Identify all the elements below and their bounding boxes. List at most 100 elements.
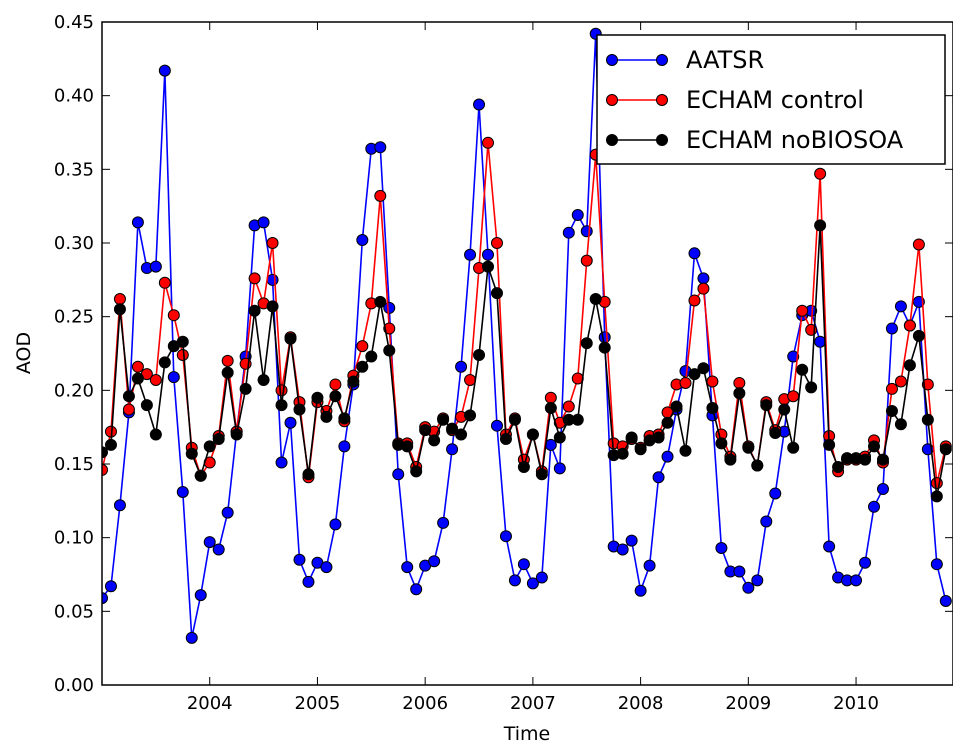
data-point xyxy=(787,350,800,363)
data-point xyxy=(275,456,288,469)
data-point xyxy=(401,561,414,574)
data-point xyxy=(104,580,117,593)
data-point xyxy=(733,565,746,578)
data-point xyxy=(499,432,512,445)
data-point xyxy=(113,292,126,305)
data-point xyxy=(697,282,710,295)
data-point xyxy=(850,574,863,587)
data-point xyxy=(437,516,450,529)
data-point xyxy=(239,382,252,395)
data-point xyxy=(464,374,477,387)
data-point xyxy=(158,276,171,289)
data-point xyxy=(248,272,261,285)
data-point xyxy=(131,360,144,373)
data-point xyxy=(814,167,827,180)
data-point xyxy=(365,350,378,363)
data-point xyxy=(625,431,638,444)
legend-entry: ECHAM noBIOSOA xyxy=(606,126,904,154)
data-point xyxy=(203,440,216,453)
data-point xyxy=(571,209,584,222)
data-point xyxy=(724,453,737,466)
data-point xyxy=(634,443,647,456)
data-point xyxy=(284,332,297,345)
data-point xyxy=(102,592,108,605)
data-point xyxy=(832,460,845,473)
data-point xyxy=(122,390,135,403)
x-tick-label: 2008 xyxy=(618,693,664,714)
data-point xyxy=(894,418,907,431)
data-point xyxy=(446,443,459,456)
x-tick-label: 2005 xyxy=(295,693,341,714)
y-tick-label: 0.00 xyxy=(54,675,94,696)
x-tick-label: 2006 xyxy=(402,693,448,714)
data-point xyxy=(508,574,521,587)
data-point xyxy=(733,387,746,400)
data-point xyxy=(751,574,764,587)
y-tick-label: 0.25 xyxy=(54,307,94,328)
data-point xyxy=(203,536,216,549)
legend-entry: AATSR xyxy=(606,46,764,74)
data-point xyxy=(912,238,925,251)
data-point xyxy=(535,571,548,584)
data-point xyxy=(796,363,809,376)
data-point xyxy=(221,366,234,379)
data-point xyxy=(697,272,710,285)
legend-entry: ECHAM control xyxy=(606,86,864,114)
data-point xyxy=(526,577,539,590)
data-point xyxy=(616,543,629,556)
data-point xyxy=(131,216,144,229)
data-point xyxy=(185,447,198,460)
data-point xyxy=(167,309,180,322)
data-point xyxy=(401,440,414,453)
y-tick-label: 0.30 xyxy=(54,233,94,254)
series-layer xyxy=(102,27,952,644)
data-point xyxy=(715,541,728,554)
data-point xyxy=(751,459,764,472)
data-point xyxy=(104,438,117,451)
data-point xyxy=(894,300,907,313)
data-point xyxy=(329,390,342,403)
data-point xyxy=(661,450,674,463)
data-point xyxy=(230,428,243,441)
data-point xyxy=(499,530,512,543)
data-point xyxy=(293,403,306,416)
data-point xyxy=(903,319,916,332)
data-point xyxy=(544,391,557,404)
data-point xyxy=(410,465,423,478)
data-point xyxy=(571,413,584,426)
legend-label: ECHAM noBIOSOA xyxy=(686,126,904,154)
data-point xyxy=(311,391,324,404)
data-point xyxy=(490,287,503,300)
data-point xyxy=(248,304,261,317)
data-point xyxy=(356,340,369,353)
data-point xyxy=(544,402,557,415)
data-point xyxy=(885,322,898,335)
legend-marker xyxy=(606,54,618,66)
data-point xyxy=(102,446,108,459)
legend-marker xyxy=(656,54,668,66)
data-point xyxy=(930,490,943,503)
data-point xyxy=(930,558,943,571)
data-point xyxy=(859,453,872,466)
legend-marker xyxy=(656,134,668,146)
data-point xyxy=(392,468,405,481)
data-point xyxy=(176,335,189,348)
data-point xyxy=(410,583,423,596)
x-tick-label: 2004 xyxy=(187,693,233,714)
data-point xyxy=(769,487,782,500)
data-point xyxy=(149,428,162,441)
legend: AATSR ECHAM control ECHAM noBIOSOA xyxy=(596,34,946,165)
data-point xyxy=(293,553,306,566)
data-point xyxy=(383,301,396,314)
data-point xyxy=(796,304,809,317)
data-point xyxy=(158,64,171,77)
data-point xyxy=(266,273,279,286)
data-point xyxy=(742,581,755,594)
data-point xyxy=(616,447,629,460)
data-point xyxy=(733,376,746,389)
data-point xyxy=(257,374,270,387)
data-point xyxy=(383,344,396,357)
data-point xyxy=(338,412,351,425)
data-point xyxy=(670,400,683,413)
